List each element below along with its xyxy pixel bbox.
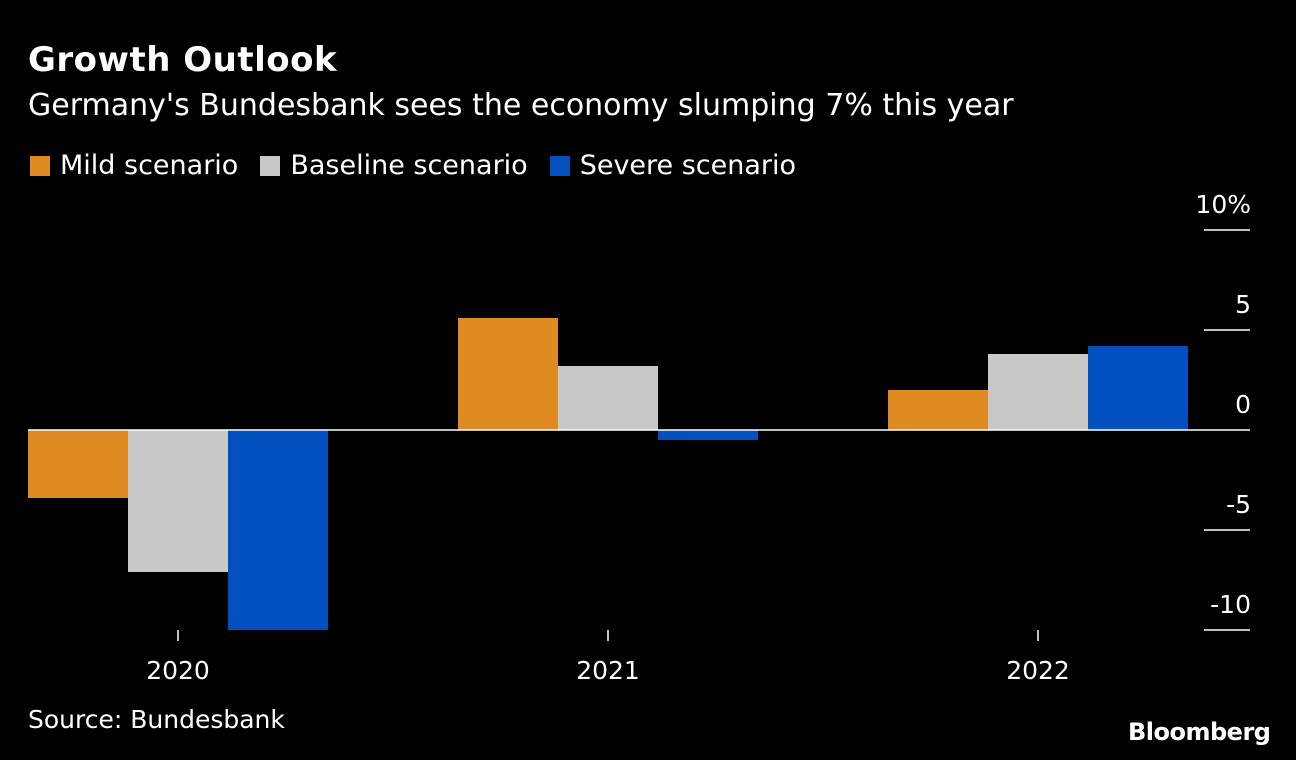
bar-severe-scenario-2020 bbox=[228, 430, 328, 630]
bar-baseline-scenario-2021 bbox=[558, 366, 658, 430]
legend: Mild scenario Baseline scenario Severe s… bbox=[30, 150, 818, 181]
legend-item-mild: Mild scenario bbox=[30, 150, 238, 181]
bar-mild-scenario-2022 bbox=[888, 390, 988, 430]
x-tick-label-2020: 2020 bbox=[146, 656, 210, 685]
legend-swatch-baseline bbox=[260, 155, 281, 176]
y-tick-label: -5 bbox=[1226, 490, 1251, 519]
legend-label-mild: Mild scenario bbox=[60, 150, 239, 181]
x-tick-label-2022: 2022 bbox=[1006, 656, 1070, 685]
legend-label-severe: Severe scenario bbox=[579, 150, 797, 181]
chart-subtitle: Germany's Bundesbank sees the economy sl… bbox=[28, 88, 1014, 123]
legend-item-severe: Severe scenario bbox=[549, 150, 797, 181]
source-note: Source: Bundesbank bbox=[28, 705, 285, 734]
legend-swatch-mild bbox=[30, 155, 50, 176]
bar-mild-scenario-2020 bbox=[28, 430, 128, 498]
bar-severe-scenario-2022 bbox=[1088, 346, 1188, 430]
legend-label-baseline: Baseline scenario bbox=[290, 150, 528, 181]
bar-mild-scenario-2021 bbox=[458, 318, 558, 430]
legend-swatch-severe bbox=[549, 155, 570, 176]
x-tick-label-2021: 2021 bbox=[576, 656, 640, 685]
y-tick-label: -10 bbox=[1210, 590, 1251, 619]
x-axis: 2020 2021 2022 bbox=[146, 630, 1070, 685]
y-tick-label: 0 bbox=[1235, 390, 1251, 419]
y-tick-label: 10% bbox=[1195, 190, 1251, 219]
bar-baseline-scenario-2022 bbox=[988, 354, 1088, 430]
chart-title: Growth Outlook bbox=[28, 40, 338, 80]
y-tick-label: 5 bbox=[1235, 290, 1251, 319]
bloomberg-logo: Bloomberg bbox=[1128, 718, 1271, 746]
bars-group bbox=[28, 318, 1188, 630]
y-axis: 10% 5 0 -5 -10 bbox=[1195, 190, 1251, 631]
bar-baseline-scenario-2020 bbox=[128, 430, 228, 572]
legend-item-baseline: Baseline scenario bbox=[260, 150, 528, 181]
bar-severe-scenario-2021 bbox=[658, 430, 758, 440]
